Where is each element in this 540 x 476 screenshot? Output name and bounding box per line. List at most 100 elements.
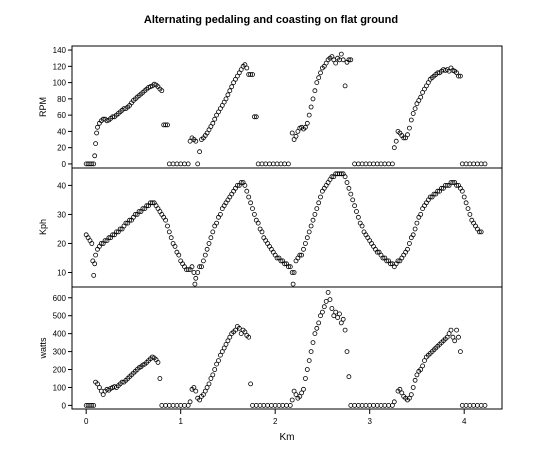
data-point [274,255,280,261]
data-point [302,376,308,381]
data-point [312,211,318,217]
data-point [204,385,210,390]
data-point [374,249,380,255]
data-point [236,325,242,331]
data-point [310,217,316,223]
data-point [157,209,163,214]
data-point [95,124,100,130]
data-point [200,392,206,398]
data-point [225,92,231,98]
data-point [246,194,252,200]
data-point [478,229,484,235]
data-point [248,72,254,77]
data-point [185,161,191,167]
data-point [238,331,244,337]
panel-rpm-ytick-label: 0 [62,160,67,169]
data-point [144,203,150,209]
data-point [199,264,204,270]
data-point [295,255,301,261]
data-point [316,75,322,81]
data-point [304,235,310,241]
data-point [301,386,306,392]
data-point [193,138,199,144]
data-point [153,203,159,209]
data-point [329,174,335,180]
data-point [285,161,291,167]
data-point [165,122,170,128]
panel-kph-ytick-label: 10 [57,268,66,277]
data-point [308,223,314,229]
data-point [278,258,284,264]
data-point [132,211,138,217]
data-point [399,255,405,261]
data-point [304,367,310,372]
data-point [180,261,186,267]
data-point [94,130,99,136]
data-point [348,402,354,408]
data-point [418,367,424,372]
data-point [217,211,223,217]
data-point [159,211,165,217]
panel-rpm-ytick-label: 80 [57,95,66,104]
data-point [98,241,104,246]
data-point [251,211,257,217]
data-point [185,267,191,273]
data-point [227,88,233,94]
data-point [301,246,306,252]
data-point [448,327,454,333]
data-point [121,223,127,229]
data-point [166,161,172,167]
data-point [325,180,331,185]
data-point [238,180,244,185]
panel-watts-yticks: 0 100 200 300 400 500 600 [53,294,72,410]
panel-watts: watts 0 100 200 300 400 500 600 [38,286,503,410]
data-point [405,246,410,252]
data-point [223,341,229,347]
data-point [467,211,473,217]
data-point [268,246,274,252]
data-point [423,200,429,206]
data-point [378,252,384,258]
data-point [259,229,265,235]
data-point [474,226,480,232]
data-point [412,226,418,232]
data-point [454,327,460,333]
data-point [327,177,333,183]
data-point [242,329,248,335]
data-point [342,327,348,333]
data-point [302,124,308,130]
data-point [110,232,115,238]
data-point [174,249,180,255]
panel-rpm-ytick-label: 60 [57,111,66,120]
data-point [159,402,165,408]
data-point [314,80,320,85]
data-point [130,214,136,220]
data-point [456,73,461,79]
data-point [408,235,414,241]
panel-watts-ytick-label: 300 [53,348,67,357]
data-point [187,399,193,405]
data-point [168,235,174,241]
data-point [338,51,344,57]
data-point [354,209,359,214]
data-point [289,270,295,275]
x-tick-label: 2 [273,417,278,426]
data-point [253,217,259,223]
data-point [197,264,203,270]
data-point [289,397,295,403]
data-point [248,200,254,206]
data-point [369,241,375,246]
data-point [227,194,233,200]
data-point [306,112,312,118]
data-point [208,376,214,381]
data-point [308,349,314,355]
data-point [348,191,354,197]
data-point [318,194,323,200]
data-point [95,381,100,387]
data-point [338,171,344,177]
data-point [178,161,184,167]
data-point [410,232,416,238]
data-point [242,182,248,188]
data-point [229,191,235,197]
